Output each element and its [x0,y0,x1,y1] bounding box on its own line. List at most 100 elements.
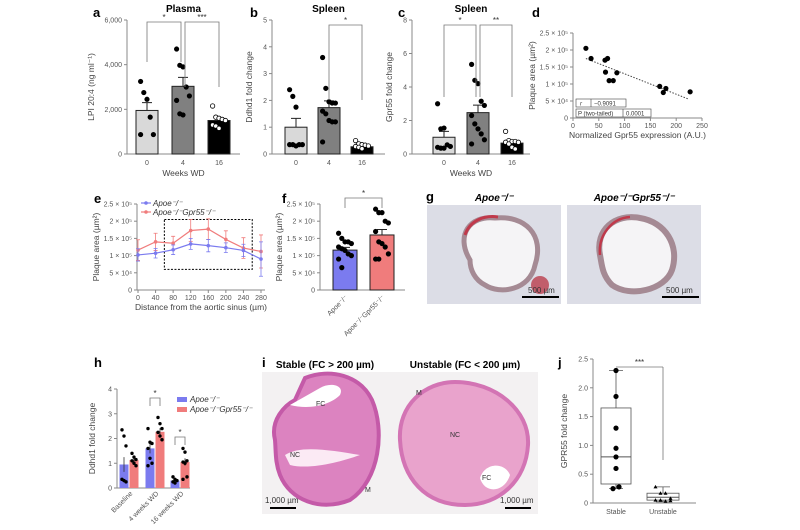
chart-title: Spleen [455,4,488,15]
panel-label-c: c [398,5,405,20]
scale-bar-label: 500 µm [528,286,555,295]
x-tick-label: Stable [606,509,626,516]
data-point [156,415,160,420]
data-point [319,139,326,145]
data-point [610,485,616,492]
error-bar [439,130,449,138]
data-point [158,421,162,426]
panel-label-j: j [557,355,562,370]
data-point [171,241,175,246]
x-tick-label: 100 [619,123,631,130]
x-tick-label: Apoe⁻/⁻Gpr55⁻/⁻ [343,294,387,338]
data-point [299,142,305,148]
y-axis-label: Plaque area (µm²) [91,213,101,282]
box [646,492,680,501]
stats-p-label: P (two-tailed) [578,112,613,118]
annotation-m: M [416,390,422,397]
stats-table [575,98,627,108]
significance-label: * [178,428,181,437]
data-point [653,498,658,502]
x-tick-label: 160 [202,295,214,302]
y-axis-label: Ddhd1 fold change [244,51,254,123]
annotation-fc: FC [316,401,325,408]
error-bar [473,104,483,113]
data-point [323,85,329,91]
data-point [379,240,385,247]
data-point [512,146,518,152]
y-tick-label: 1 [263,125,267,132]
x-axis-label: Weeks WD [450,168,492,178]
y-tick-label: 1.5 [578,414,588,421]
legend-label: Apoe⁻/⁻ [189,395,220,404]
x-tick-label: 0 [294,160,298,167]
panel-label-h: h [94,355,102,370]
data-point [124,480,128,484]
x-tick-label: 120 [185,295,197,302]
y-tick-label: 0 [108,486,112,493]
legend-swatch [177,407,187,412]
data-point [348,253,354,259]
y-tick-label: 1.0 [578,443,588,450]
y-tick-label: 4,000 [104,62,122,69]
data-point [658,491,663,495]
data-point [120,428,124,432]
data-point [173,481,177,485]
histology-title-stable: Stable (FC > 200 µm) [276,360,374,371]
data-point [663,85,669,92]
stats-r-label: r [580,102,583,108]
data-point [668,496,673,500]
data-point [468,141,475,147]
x-tick-label: 80 [169,295,177,302]
bar [145,448,155,488]
data-point [171,247,175,252]
data-point [323,111,329,117]
data-point [385,220,391,226]
y-tick-label: 2 [108,436,112,443]
data-point [286,87,293,93]
data-point [138,131,144,138]
y-tick-label: 5 × 10⁴ [109,270,132,277]
x-tick-label: 4 [327,160,331,167]
data-point [588,55,594,62]
histology-image-apoe-gpr55 [567,205,701,304]
y-tick-label: 2,000 [104,107,122,114]
data-point [148,456,152,460]
data-point [160,426,164,431]
x-tick-label: 4 [181,160,185,167]
y-tick-label: 6 [403,51,407,58]
data-point [385,251,391,257]
data-point [668,498,673,503]
bar [129,460,139,488]
x-tick-label: 16 [508,160,516,167]
significance-label: * [458,16,461,25]
data-point [293,143,299,149]
y-tick-label: 3 [263,71,267,78]
data-point [348,240,354,247]
y-tick-label: 5 [263,18,267,25]
annotation-fc: FC [482,475,491,482]
y-tick-label: 2.0 [578,385,588,392]
significance-bracket [479,24,513,97]
scale-bar [505,507,531,509]
data-point [382,244,388,250]
y-tick-label: 0.5 [578,472,588,479]
x-tick-label: Apoe⁻/⁻ [326,294,349,317]
x-tick-label: 4 [476,160,480,167]
y-tick-label: 1 × 10⁵ [109,253,132,260]
data-point [339,265,345,271]
y-tick-label: 1.5 × 10⁵ [104,236,132,243]
data-point [136,253,140,257]
whisker [656,486,670,503]
data-point [122,434,126,438]
y-tick-label: 0 [311,288,315,295]
chart-title: Spleen [312,4,345,15]
data-point [188,242,193,246]
significance-label: * [153,389,156,398]
stats-r-value: −0.9091 [594,102,617,108]
scale-bar-label: 1,000 µm [500,496,534,505]
histology-image-unstable [397,379,531,508]
data-point [319,108,326,114]
significance-label: * [162,13,165,22]
data-point [150,131,156,138]
